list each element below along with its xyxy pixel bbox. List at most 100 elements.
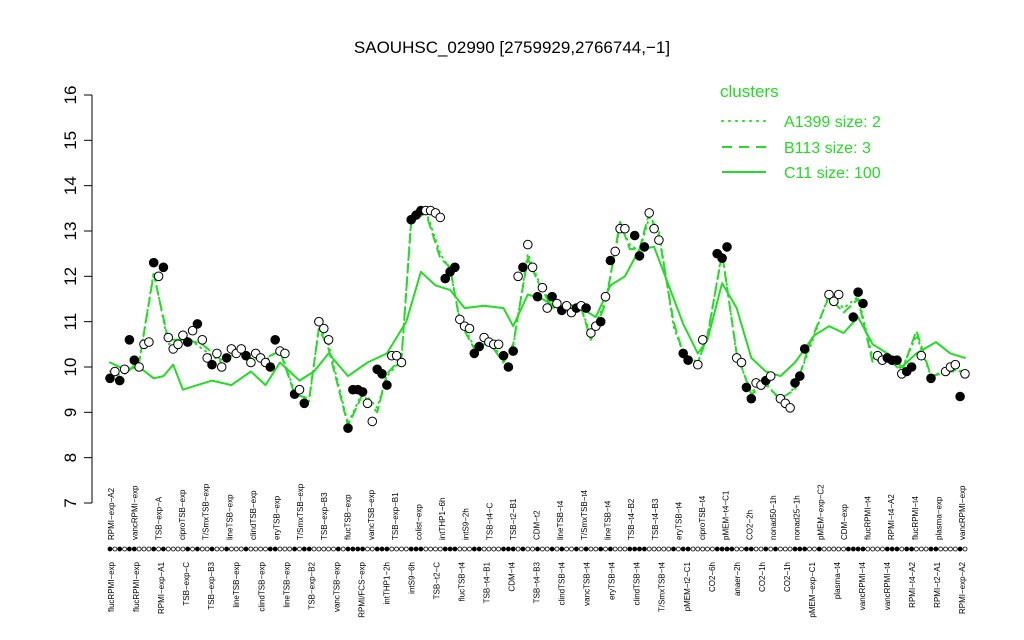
x-label: ciproTSB−t4 (698, 495, 707, 540)
x-label: intTHP1−2h (382, 562, 391, 604)
rug-mark (612, 546, 618, 552)
x-label: lineTSB−exp (232, 561, 241, 607)
y-tick-label: 11 (61, 313, 80, 331)
data-point (202, 353, 212, 363)
x-label: nonad50−1h (769, 495, 778, 540)
rug-mark (209, 546, 215, 552)
data-point (105, 373, 115, 384)
rug-mark (301, 546, 307, 552)
data-point (294, 384, 305, 395)
data-point (207, 359, 217, 370)
data-point (450, 262, 460, 273)
rug-mark (355, 546, 361, 552)
data-point (503, 362, 514, 372)
y-tick-label: 13 (61, 222, 80, 241)
rug-mark (952, 546, 958, 552)
data-point (474, 341, 485, 352)
data-point (114, 375, 125, 386)
data-point (129, 355, 140, 366)
data-point (513, 271, 523, 282)
data-point (134, 362, 144, 372)
rug-mark (661, 546, 667, 552)
data-point (455, 314, 465, 325)
data-point (586, 328, 596, 338)
rug-mark (228, 546, 234, 552)
series-lines (109, 209, 966, 427)
rug-mark (918, 546, 924, 552)
rug-mark (340, 546, 346, 552)
data-point (644, 208, 655, 218)
data-point (853, 287, 863, 298)
data-point (187, 325, 198, 336)
data-point (144, 337, 154, 347)
rug-mark (156, 546, 162, 552)
rug-mark (374, 546, 380, 552)
y-tick-label: 10 (61, 358, 80, 377)
y-tick-label: 15 (61, 131, 80, 150)
data-point (693, 359, 703, 370)
rug-mark (656, 546, 662, 552)
data-point (119, 364, 130, 375)
rug-mark (802, 546, 808, 552)
data-point (391, 350, 402, 361)
data-point (182, 337, 193, 347)
rug-mark (540, 546, 545, 552)
x-label: pMEM−exp−C2 (816, 484, 825, 540)
rug-mark (593, 546, 599, 552)
rug-mark (175, 546, 181, 552)
x-label: RPMI−t2−A1 (933, 561, 942, 607)
rug-mark (710, 546, 715, 552)
x-label: TSB−exp−B3 (320, 492, 329, 540)
data-point (892, 355, 902, 366)
rug-mark (695, 546, 701, 552)
rug-mark (282, 546, 288, 552)
data-point (829, 296, 839, 307)
x-label: flucRPMI−exp (132, 561, 141, 612)
rug-mark (899, 546, 905, 552)
x-label: TSB−t4−B2 (627, 498, 636, 540)
rug-mark (758, 546, 764, 552)
data-point (173, 339, 183, 350)
rug-mark (136, 546, 142, 552)
legend: clusters A1399 size: 2 B113 size: 3 C11 … (720, 82, 881, 182)
data-point (518, 262, 528, 273)
rug-mark (685, 546, 691, 552)
rug-mark (204, 546, 210, 552)
y-tick-label: 8 (61, 453, 80, 462)
rug-mark (258, 546, 264, 552)
data-point (362, 398, 373, 409)
rug-mark (544, 546, 550, 552)
data-point (639, 242, 650, 252)
rug-mark (287, 546, 293, 552)
rug-mark (112, 546, 118, 552)
rug-mark (311, 546, 317, 552)
rug-mark (126, 546, 132, 552)
rug-mark (923, 546, 929, 552)
legend-title: clusters (720, 82, 779, 101)
x-label: CDM−t4 (508, 561, 517, 591)
x-label: CO2−1h (783, 562, 792, 592)
x-label: flucTSB−t4 (458, 561, 467, 601)
rug-mark (471, 546, 477, 552)
x-label: TSB−exp−B2 (307, 561, 316, 609)
data-point (916, 350, 927, 361)
rug-mark (933, 546, 939, 552)
rug-mark (467, 546, 472, 552)
rug-mark (292, 546, 298, 552)
x-label: clindTSB−exp (257, 561, 266, 611)
data-point (367, 416, 378, 427)
rug-mark (676, 546, 681, 552)
data-point (323, 335, 334, 345)
y-tick-label: 7 (61, 498, 80, 507)
x-label: lineTSB−t4 (556, 500, 565, 540)
rug-mark (719, 546, 725, 552)
rug-mark (714, 546, 720, 552)
rug-mark (768, 546, 774, 552)
data-point (542, 303, 553, 313)
rug-mark (734, 546, 740, 552)
data-point (299, 398, 310, 409)
rug-mark (345, 546, 351, 552)
data-point (314, 316, 324, 327)
data-point (464, 323, 475, 334)
rug-mark (199, 546, 205, 552)
